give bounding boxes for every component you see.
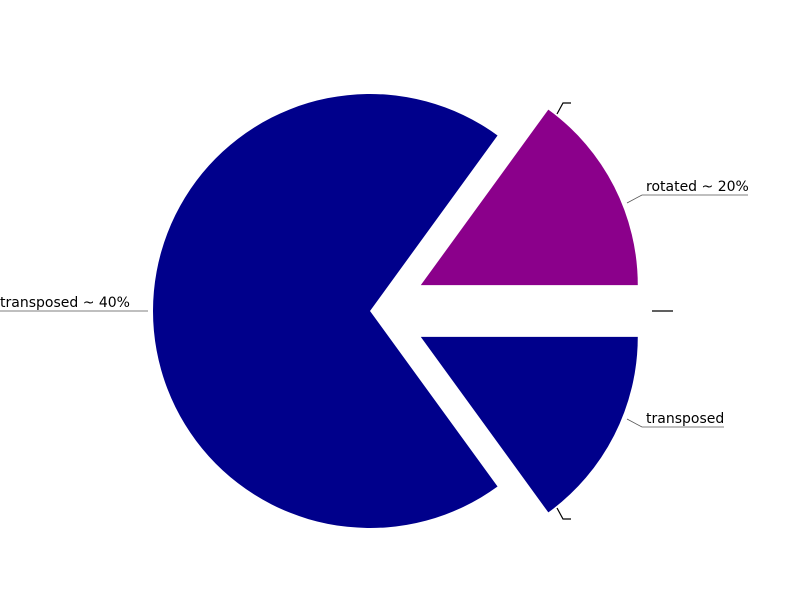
pie-leader-line-1 [626, 194, 748, 204]
pie-slice-1 [420, 109, 638, 286]
pie-leader-line-2 [626, 418, 724, 428]
tick-mark-bottom [556, 507, 571, 520]
pie-slice-label-2: transposed [646, 411, 724, 427]
labels-layer: transposed ~ 40% rotated ~ 20% transposed [0, 179, 749, 428]
tick-mark-top [556, 102, 571, 115]
pie-slice-2 [420, 336, 638, 513]
pie-slice-label-1: rotated ~ 20% [646, 179, 749, 195]
pie-slice-0 [153, 94, 498, 528]
slices-layer [153, 94, 638, 528]
ticks-layer [556, 102, 673, 520]
pie-slice-label-0: transposed ~ 40% [0, 295, 130, 311]
